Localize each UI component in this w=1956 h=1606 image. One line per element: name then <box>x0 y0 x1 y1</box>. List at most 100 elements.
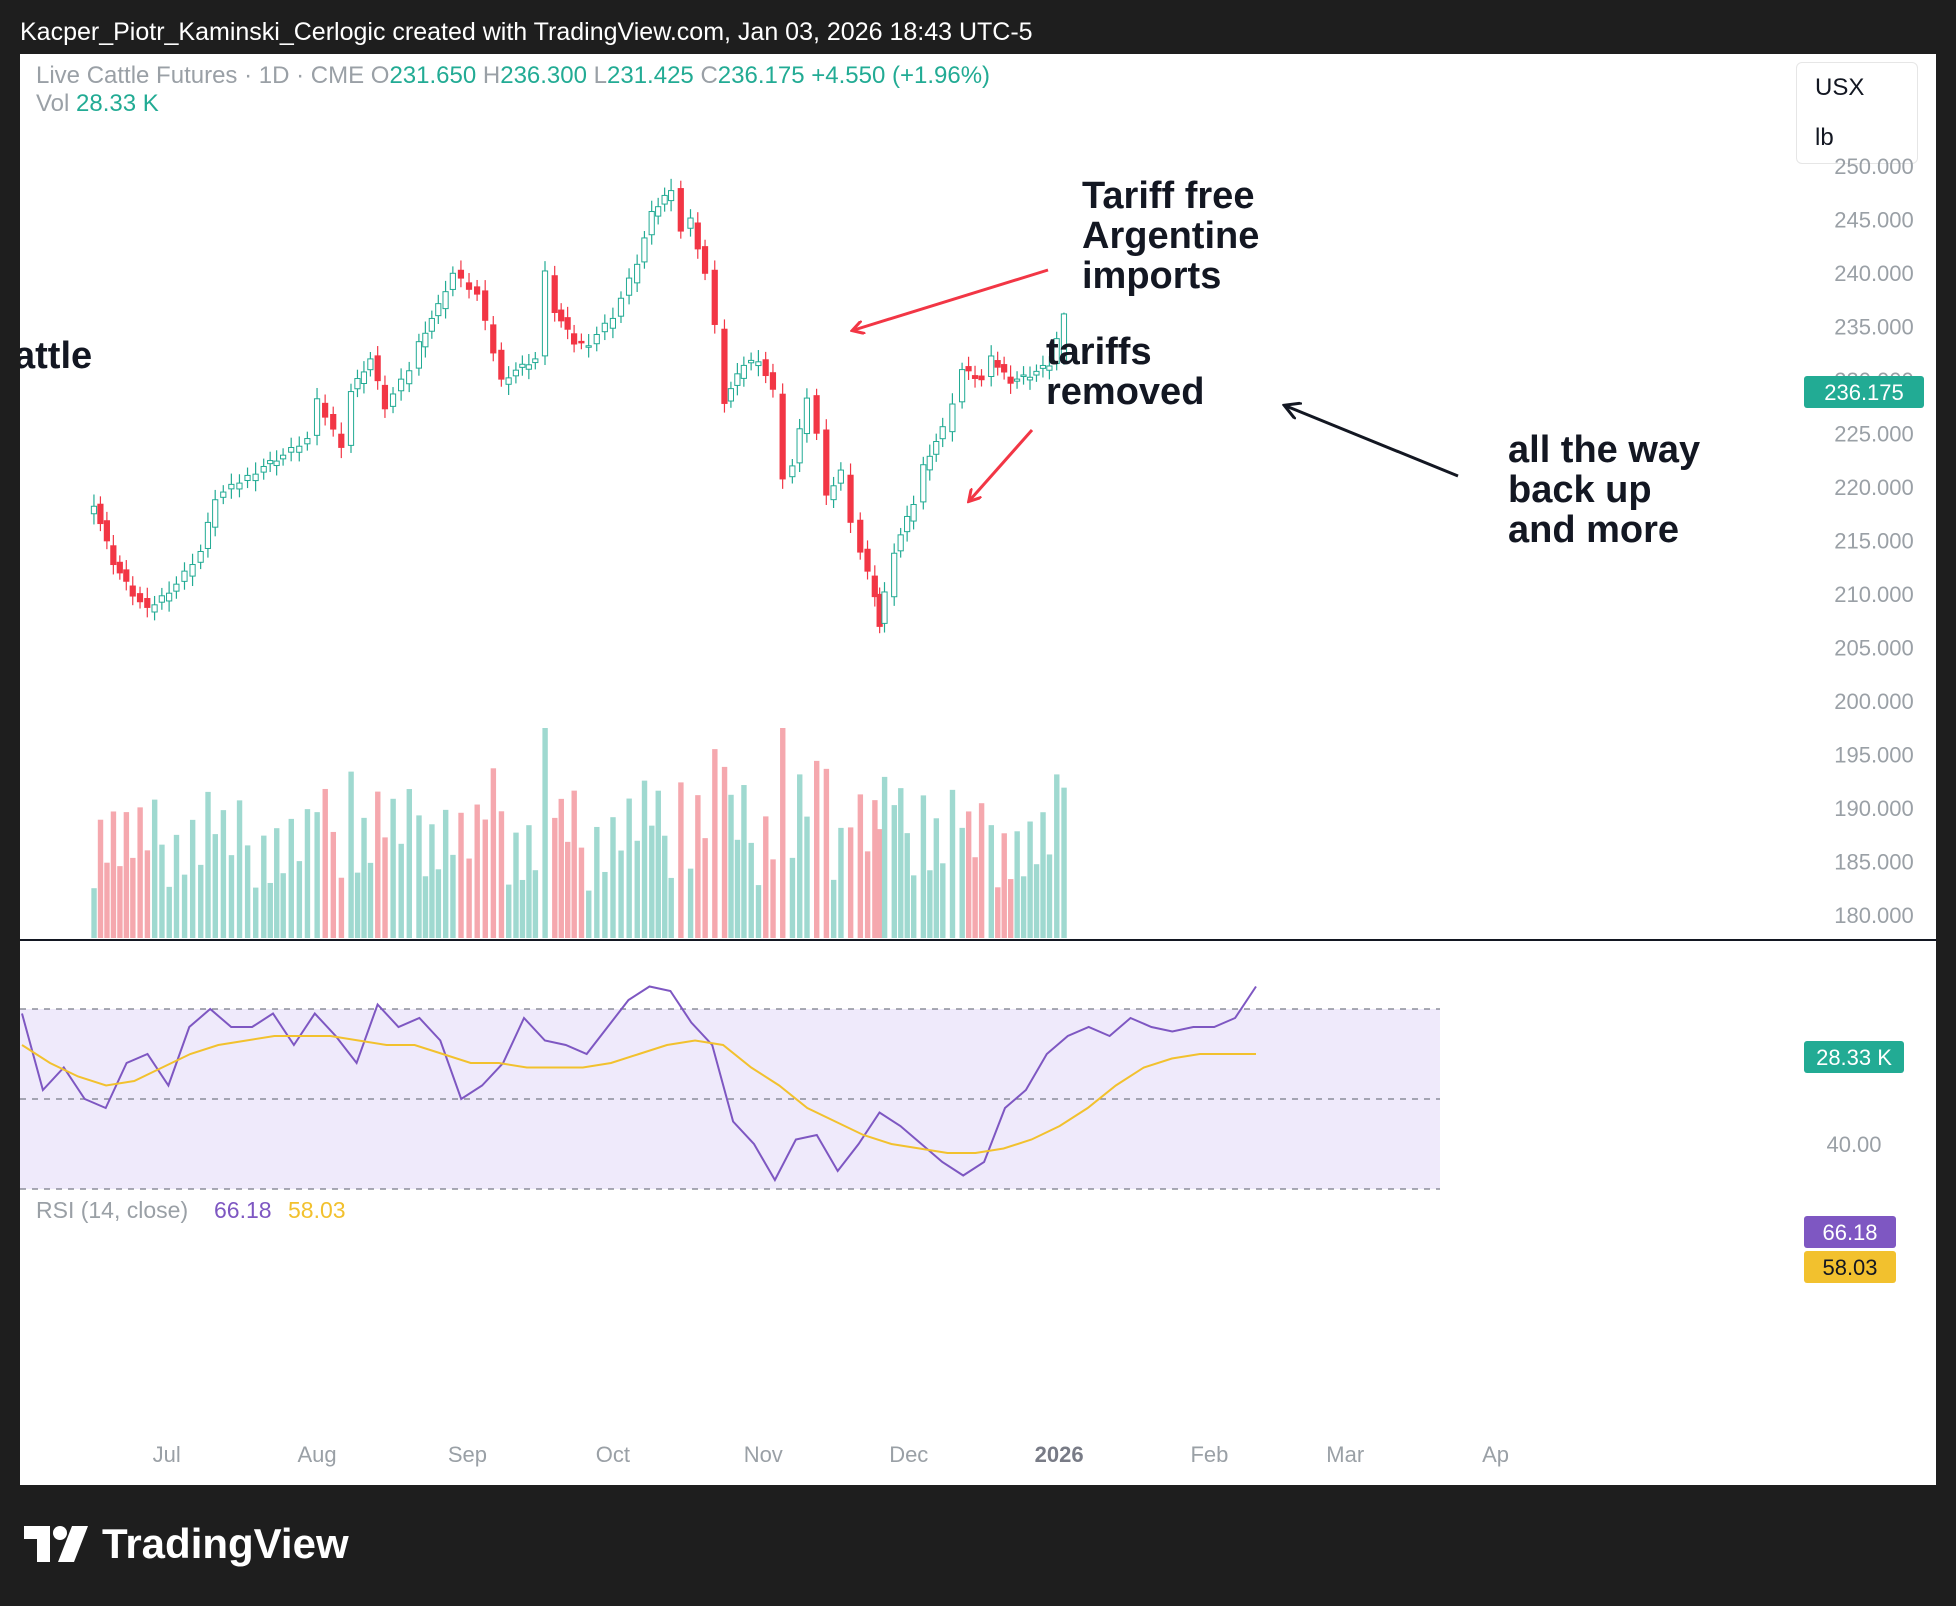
candle-body <box>1013 378 1021 382</box>
candle-body <box>347 391 355 446</box>
volume-bar <box>236 800 243 938</box>
candle-body <box>864 548 871 572</box>
currency-unit[interactable]: USX <box>1815 74 1865 101</box>
candle-body <box>304 438 311 445</box>
rsi-tick-label: 40.00 <box>1826 1132 1881 1157</box>
volume-bar <box>734 839 741 938</box>
volume-bar <box>416 815 422 938</box>
candle-body <box>601 322 608 333</box>
volume-bar <box>814 760 820 938</box>
candle-body <box>1026 376 1034 381</box>
candle-body <box>1007 376 1014 384</box>
symbol-label: Live Cattle Futures · 1D · CME <box>36 62 365 89</box>
price-tick-label: 205.000 <box>1834 636 1914 661</box>
volume-bar <box>891 805 897 938</box>
candle-body <box>512 369 519 377</box>
candle-body <box>123 569 130 582</box>
tradingview-logo: TradingView <box>24 1520 349 1568</box>
volume-bar <box>695 795 701 938</box>
volume-bar <box>189 819 196 938</box>
candle-body <box>90 505 98 515</box>
volume-bar <box>97 819 104 938</box>
candle-body <box>609 317 616 329</box>
open-label: O <box>370 62 390 89</box>
last-price-label: 236.175 <box>1824 380 1904 405</box>
candle-body <box>415 341 422 369</box>
volume-bar <box>361 817 367 938</box>
volume-bar <box>586 890 592 938</box>
price-axis: 180.000 185.000 190.000 195.000 200.000 205.0… <box>1834 154 1914 928</box>
volume-bar <box>972 857 978 938</box>
candle-body <box>406 370 413 385</box>
candle-body <box>449 272 456 290</box>
candle-body <box>755 361 762 367</box>
price-unit[interactable]: lb <box>1815 124 1834 151</box>
volume-bar <box>602 871 608 938</box>
volume-bar <box>1001 833 1007 938</box>
volume-bar <box>641 780 648 938</box>
candle-body <box>634 263 641 284</box>
candle-body <box>374 355 381 382</box>
volume-bar <box>571 790 577 938</box>
candle-body <box>796 428 803 464</box>
volume-bar <box>314 812 320 938</box>
volume-bar <box>877 829 883 938</box>
rsi-legend-value: 66.18 <box>214 1197 272 1223</box>
candle-body <box>1060 313 1068 363</box>
volume-bar <box>823 768 830 938</box>
chart-svg[interactable]: 180.000 185.000 190.000 195.000 200.000 205.0… <box>20 54 1936 1485</box>
unit-selector[interactable]: USX lb <box>1796 62 1918 164</box>
tradingview-logo-text: TradingView <box>102 1520 349 1567</box>
time-tick-label: Dec <box>889 1442 928 1467</box>
rsi-ma-line <box>21 1035 1256 1154</box>
candle-body <box>110 545 117 566</box>
volume-legend: Vol 28.33 K <box>36 90 159 118</box>
volume-bar <box>594 826 600 938</box>
price-tick-label: 225.000 <box>1834 422 1914 447</box>
volume-bar <box>228 855 235 938</box>
volume-bar <box>375 791 381 938</box>
volume-bar <box>205 791 211 938</box>
time-tick-label: Feb <box>1190 1442 1228 1467</box>
candle-body <box>593 334 600 345</box>
volume-bar <box>151 799 158 938</box>
close-value: 236.175 <box>717 62 805 89</box>
low-label: L <box>593 62 608 89</box>
volume-bar <box>565 841 571 938</box>
volume-bar <box>933 818 940 938</box>
price-tick-label: 215.000 <box>1834 529 1914 554</box>
volume-bar <box>348 771 354 938</box>
candle-body <box>490 324 497 354</box>
open-value: 231.650 <box>389 62 477 89</box>
volume-bar <box>830 879 837 938</box>
candle-body <box>136 593 144 603</box>
vol-value: 28.33 K <box>76 90 159 117</box>
volume-bar <box>1027 821 1033 938</box>
volume-bar <box>267 882 273 938</box>
volume-bar <box>857 794 864 938</box>
candle-body <box>97 503 104 525</box>
volume-bars <box>91 728 1067 938</box>
volume-bar <box>144 850 151 938</box>
candle-body <box>204 521 212 549</box>
candle-body <box>847 474 854 523</box>
rsi-pane: 40.00 <box>20 985 1882 1190</box>
candle-body <box>398 378 405 392</box>
candle-body <box>322 402 329 418</box>
volume-bar <box>482 819 488 938</box>
chart-panel[interactable]: Live Cattle Futures · 1D · CME O231.650 … <box>20 54 1936 1485</box>
volume-bar <box>244 845 251 938</box>
rsi-legend-ma: 58.03 <box>288 1197 346 1223</box>
candle-body <box>428 317 435 332</box>
candle-body <box>779 393 786 480</box>
candle-body <box>910 504 917 522</box>
volume-bar <box>618 850 624 938</box>
volume-bar <box>995 887 1001 938</box>
vol-label: Vol <box>36 90 70 117</box>
volume-bar <box>280 873 286 938</box>
volume-bar <box>721 766 728 938</box>
price-tick-label: 200.000 <box>1834 689 1914 714</box>
candle-body <box>813 395 820 434</box>
volume-bar <box>159 844 165 938</box>
candle-body <box>541 270 549 357</box>
